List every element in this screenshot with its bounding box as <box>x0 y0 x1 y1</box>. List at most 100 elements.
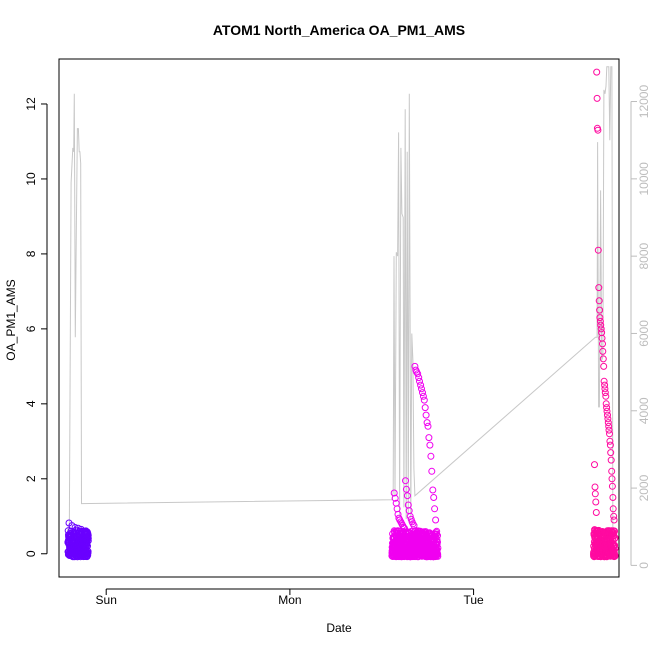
data-point <box>592 498 600 506</box>
data-point <box>423 419 431 427</box>
x-tick-label: Sun <box>96 593 117 607</box>
data-point <box>611 551 619 559</box>
data-point <box>591 490 599 498</box>
y-axis: 0 2 4 6 8 10 12 <box>24 97 48 557</box>
data-point <box>84 537 92 545</box>
chart-title: ATOM1 North_America OA_PM1_AMS <box>213 22 465 38</box>
data-point <box>610 532 618 540</box>
data-point <box>83 538 91 546</box>
data-point <box>84 534 92 542</box>
y-tick-label: 4 <box>24 400 38 407</box>
data-point <box>591 461 598 469</box>
data-point <box>83 528 91 536</box>
y-tick-label: 2 <box>24 475 38 482</box>
y-tick-label: 0 <box>24 550 38 557</box>
data-point <box>607 449 615 457</box>
data-point <box>599 340 606 348</box>
data-point <box>429 486 437 494</box>
data-point <box>431 505 439 513</box>
data-point <box>434 544 442 552</box>
data-point <box>426 441 434 449</box>
data-point <box>602 392 610 400</box>
data-point <box>410 522 418 530</box>
data-point <box>420 396 428 404</box>
data-point <box>599 355 607 363</box>
data-point <box>606 437 614 445</box>
data-point <box>600 377 608 385</box>
data-point <box>611 541 619 549</box>
data-point <box>599 347 607 355</box>
data-point <box>427 452 435 460</box>
x-axis-label: Date <box>326 621 352 635</box>
data-point <box>611 545 619 553</box>
data-point <box>594 246 602 254</box>
data-point <box>611 535 618 543</box>
data-point <box>606 430 613 438</box>
data-point <box>422 411 430 419</box>
data-point <box>605 422 613 430</box>
data-point <box>434 552 442 560</box>
data-point <box>594 126 602 134</box>
data-point <box>424 422 432 430</box>
data-point <box>71 524 79 531</box>
data-point <box>83 553 91 561</box>
data-point <box>414 370 422 378</box>
y2-tick-label: 10000 <box>637 162 650 196</box>
data-point <box>428 467 436 475</box>
data-point <box>596 306 604 314</box>
data-point <box>611 527 618 535</box>
y-tick-label: 12 <box>24 97 38 111</box>
data-point <box>610 516 618 524</box>
y2-tick-label: 0 <box>637 562 650 569</box>
plot-frame <box>58 58 620 578</box>
data-point <box>84 547 92 555</box>
data-point <box>604 419 612 427</box>
data-point <box>418 385 425 393</box>
y-tick-label: 6 <box>24 325 38 332</box>
data-point <box>432 516 440 524</box>
data-point <box>430 494 438 501</box>
data-point <box>425 434 433 442</box>
secondary-series-line <box>67 66 614 558</box>
data-point <box>611 534 619 542</box>
y2-tick-label: 12000 <box>637 85 650 119</box>
data-point <box>400 524 408 531</box>
data-point <box>593 94 601 102</box>
data-point <box>608 467 616 475</box>
data-point <box>417 381 425 389</box>
data-point <box>433 527 441 535</box>
x-tick-label: Tue <box>463 593 484 607</box>
data-point <box>603 404 611 412</box>
data-point <box>604 415 612 423</box>
data-point <box>609 505 617 513</box>
data-point <box>403 492 411 500</box>
data-point <box>610 512 618 520</box>
data-point <box>401 524 408 532</box>
data-point <box>391 494 399 502</box>
data-point <box>604 411 611 419</box>
y2-tick-label: 6000 <box>637 320 650 347</box>
data-point <box>84 532 92 540</box>
data-point <box>592 509 600 516</box>
y2-axis: 0 2000 4000 6000 8000 10000 12000 <box>630 85 650 569</box>
data-point <box>415 374 423 382</box>
data-point <box>601 389 609 397</box>
data-point <box>593 68 601 76</box>
data-point <box>608 475 616 483</box>
data-point <box>419 392 427 400</box>
points-layer <box>64 68 619 561</box>
y-tick-label: 8 <box>24 250 38 257</box>
data-point <box>416 377 423 385</box>
data-point <box>591 483 599 491</box>
data-point <box>607 456 615 464</box>
secondary-line-layer <box>67 66 614 558</box>
data-point <box>603 407 611 415</box>
y-axis-label: OA_PM1_AMS <box>4 279 18 360</box>
x-axis: Sun Mon Tue <box>96 588 484 607</box>
y2-tick-label: 8000 <box>637 242 650 269</box>
data-point <box>596 317 604 325</box>
y-tick-label: 10 <box>24 172 38 186</box>
data-point <box>433 535 441 543</box>
data-point <box>609 494 617 501</box>
data-point <box>602 400 610 408</box>
